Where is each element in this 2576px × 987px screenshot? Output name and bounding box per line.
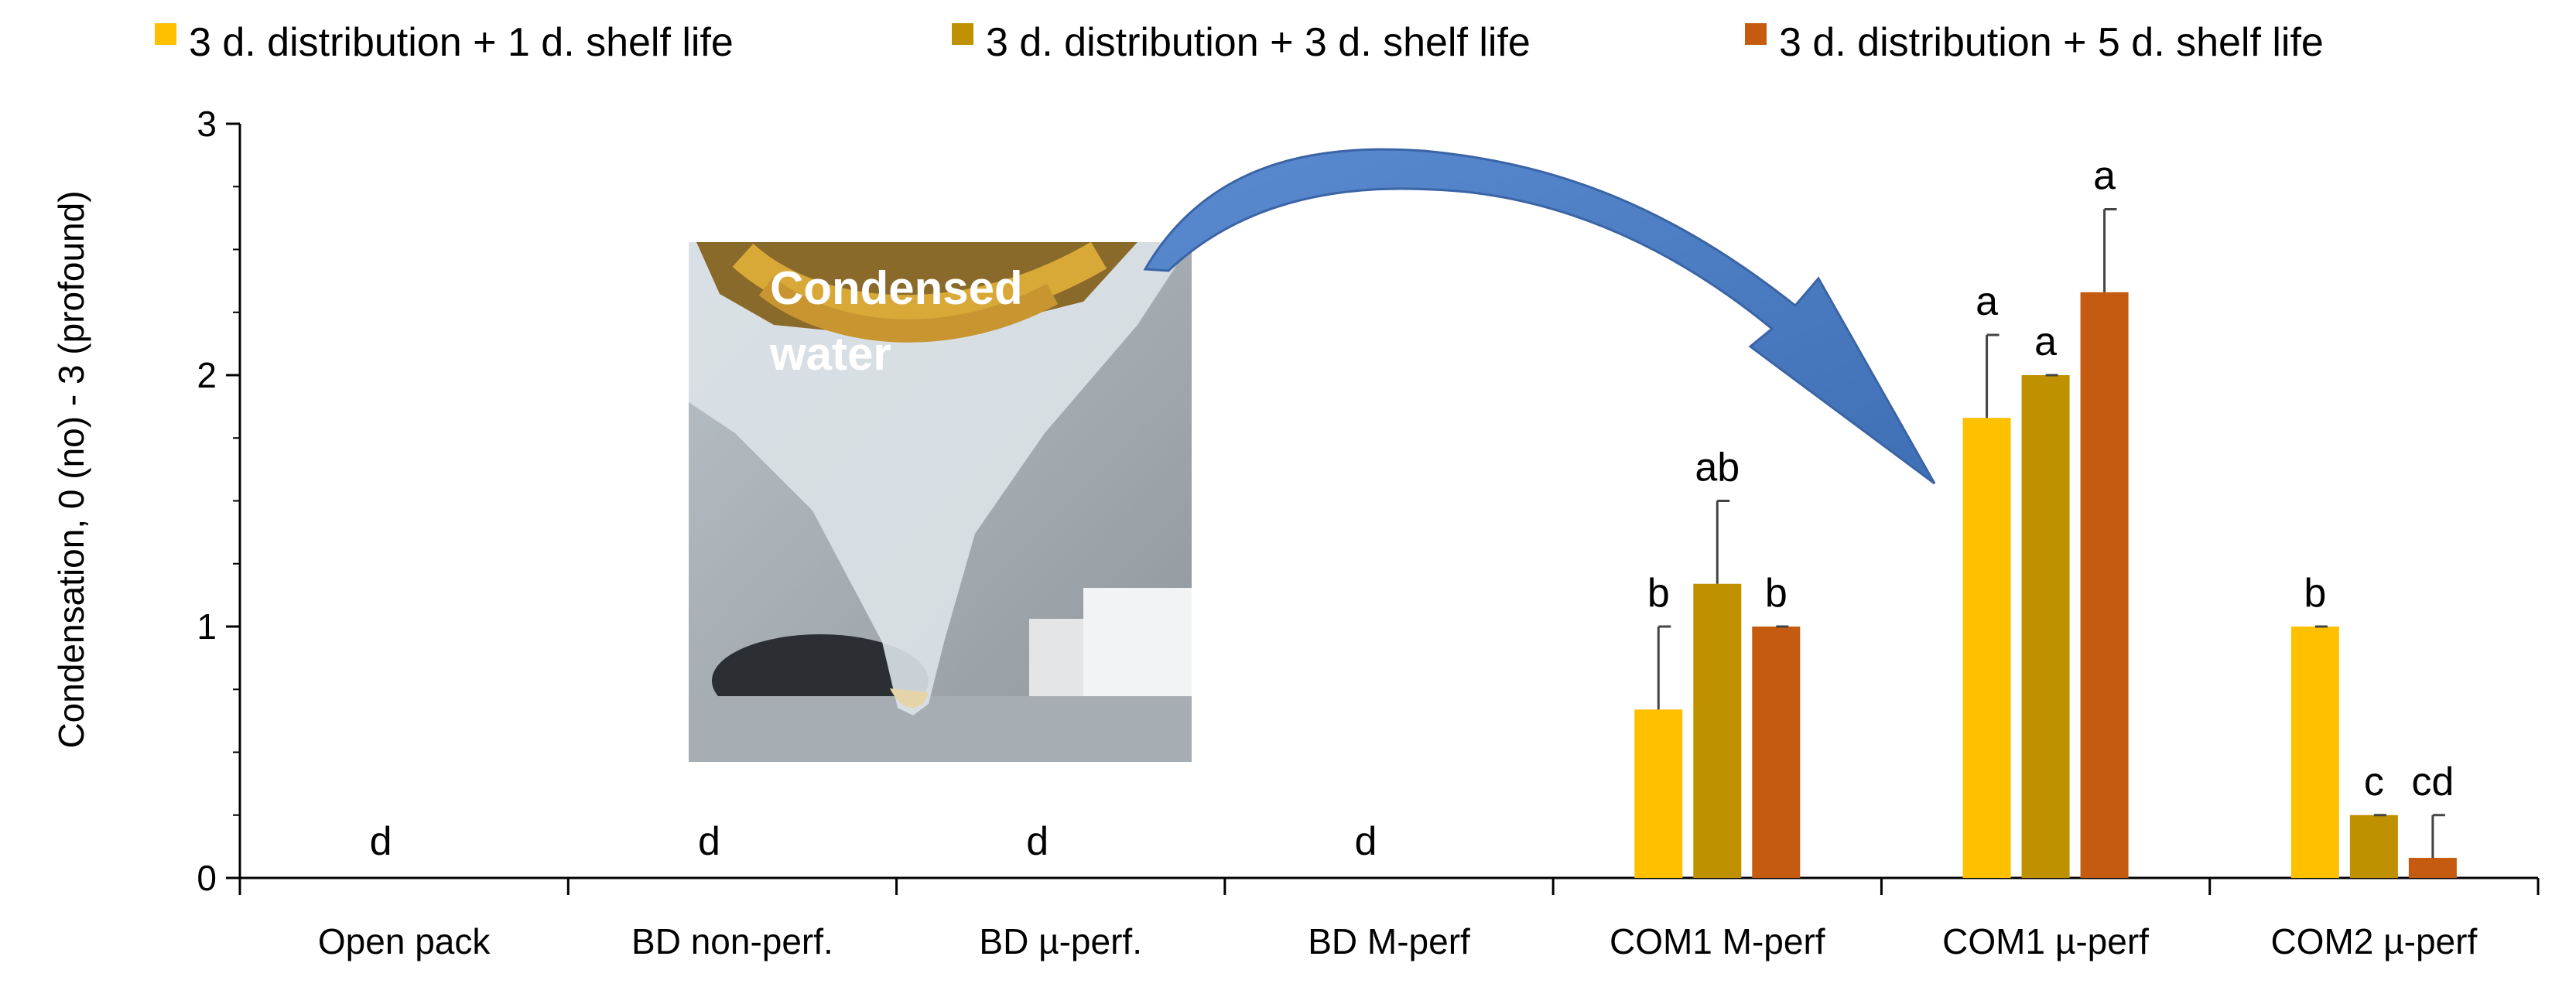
y-tick-label: 1	[197, 606, 217, 647]
y-tick-label: 2	[197, 355, 217, 395]
bar	[2290, 627, 2339, 878]
bar	[2080, 292, 2129, 878]
significance-letter: a	[1976, 279, 1998, 324]
category-labels: Open pack BD non-perf. BD µ-perf. BD M-perf…	[318, 921, 2478, 961]
significance-letter: a	[2093, 154, 2116, 199]
significance-letter: b	[1647, 571, 1670, 616]
axes	[238, 124, 2538, 879]
legend-swatch	[155, 23, 176, 45]
curved-arrow-icon	[1143, 148, 1936, 485]
y-tick-label: 3	[197, 104, 217, 144]
significance-letter: b	[1765, 571, 1787, 616]
bar	[2021, 375, 2070, 878]
significance-letter: cd	[2411, 760, 2454, 804]
legend-label: 3 d. distribution + 5 d. shelf life	[1779, 20, 2324, 65]
category-label: BD µ-perf.	[979, 921, 1142, 961]
bars	[1634, 292, 2457, 878]
significance-letter: d	[370, 819, 392, 864]
error-bars	[1657, 208, 2445, 858]
photo-caption-line2: water	[769, 328, 891, 380]
legend-label: 3 d. distribution + 3 d. shelf life	[986, 20, 1531, 65]
photo-caption-line1: Condensed	[770, 262, 1023, 314]
bar	[1752, 627, 1801, 878]
legend: 3 d. distribution + 1 d. shelf life 3 d. …	[155, 20, 2324, 65]
bar	[1962, 418, 2011, 878]
significance-letter: d	[698, 819, 720, 864]
category-label: COM1 M-perf	[1610, 921, 1825, 961]
category-label: COM1 µ-perf	[1942, 921, 2149, 961]
condensed-water-photo: Condensed water	[689, 241, 1192, 762]
significance-letter: b	[2304, 571, 2326, 616]
bar	[1634, 709, 1683, 878]
category-label: BD M-perf	[1308, 921, 1470, 961]
bar	[2349, 815, 2398, 878]
legend-swatch	[1745, 23, 1767, 45]
category-label: BD non-perf.	[631, 921, 833, 961]
x-ticks	[238, 878, 2540, 895]
bar	[2408, 858, 2457, 878]
category-label: Open pack	[318, 921, 491, 961]
y-ticks: 0 1 2 3	[197, 104, 240, 898]
significance-letter: d	[1026, 819, 1049, 864]
bar	[1693, 583, 1742, 878]
significance-letter: a	[2034, 319, 2057, 364]
legend-label: 3 d. distribution + 1 d. shelf life	[189, 20, 734, 65]
category-label: COM2 µ-perf	[2270, 921, 2477, 961]
legend-swatch	[952, 23, 973, 45]
significance-letter: ab	[1695, 446, 1740, 490]
y-axis-label: Condensation, 0 (no) - 3 (profound)	[51, 190, 91, 748]
y-tick-label: 0	[197, 858, 217, 898]
significance-letter: d	[1355, 819, 1377, 864]
significance-letter: c	[2364, 760, 2384, 804]
